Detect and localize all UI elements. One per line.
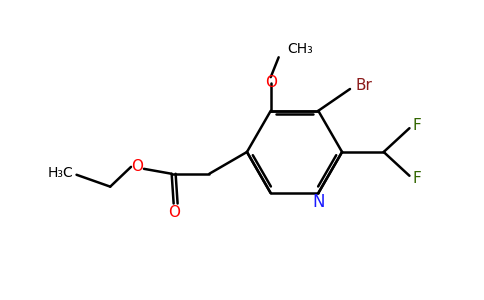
Text: CH₃: CH₃ (287, 42, 313, 56)
Text: F: F (413, 171, 422, 186)
Text: F: F (413, 118, 422, 133)
Text: N: N (312, 193, 325, 211)
Text: O: O (167, 205, 180, 220)
Text: O: O (131, 159, 143, 174)
Text: O: O (265, 75, 277, 90)
Text: Br: Br (355, 77, 372, 92)
Text: H₃C: H₃C (48, 166, 74, 180)
